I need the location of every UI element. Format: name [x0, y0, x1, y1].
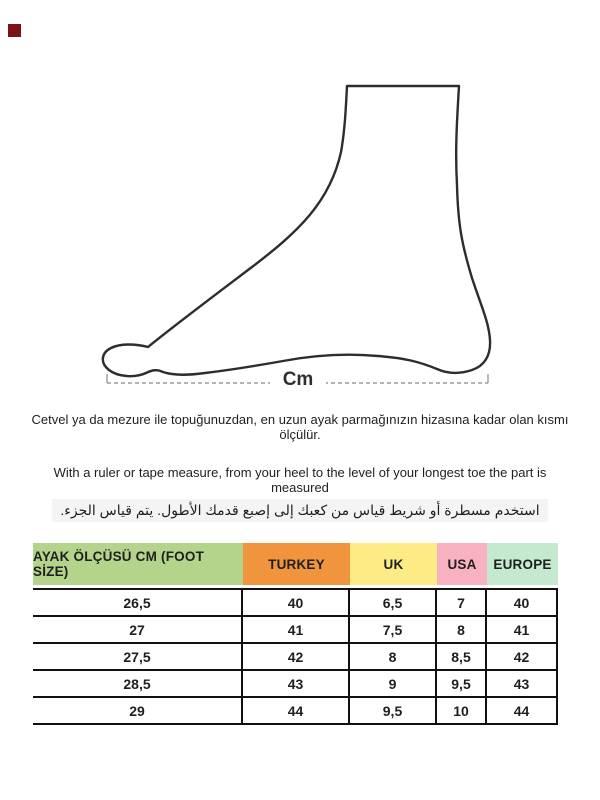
- size-table-cell: 8: [350, 644, 437, 669]
- size-table-header-cell: AYAK ÖLÇÜSÜ CM (FOOT SİZE): [33, 543, 243, 585]
- size-table-cell: 43: [243, 671, 350, 696]
- size-table-row: 27 41 7,5 8 41: [33, 617, 558, 644]
- size-table-cell: 40: [487, 590, 558, 615]
- size-table-cell: 27: [33, 617, 243, 642]
- instruction-english: With a ruler or tape measure, from your …: [53, 465, 547, 495]
- size-table-cell: 27,5: [33, 644, 243, 669]
- size-table-cell: 8: [437, 617, 487, 642]
- size-table-row: 26,5 40 6,5 7 40: [33, 590, 558, 617]
- size-table-header-cell: EUROPE: [487, 543, 558, 585]
- size-table-cell: 7,5: [350, 617, 437, 642]
- size-table-row: 29 44 9,5 10 44: [33, 698, 558, 723]
- size-table-cell: 41: [243, 617, 350, 642]
- instruction-arabic-text: استخدم مسطرة أو شريط قياس من كعبك إلى إص…: [52, 499, 548, 522]
- size-table-cell: 41: [487, 617, 558, 642]
- size-table-cell: 29: [33, 698, 243, 723]
- size-table-cell: 6,5: [350, 590, 437, 615]
- size-table-row: 27,5 42 8 8,5 42: [33, 644, 558, 671]
- foot-outline-path: [101, 84, 492, 378]
- size-table-header-cell: TURKEY: [243, 543, 350, 585]
- size-table-row: 28,5 43 9 9,5 43: [33, 671, 558, 698]
- size-conversion-table: AYAK ÖLÇÜSÜ CM (FOOT SİZE) TURKEY UK USA EUR…: [33, 543, 558, 725]
- size-table-cell: 43: [487, 671, 558, 696]
- instruction-arabic: استخدم مسطرة أو شريط قياس من كعبك إلى إص…: [25, 499, 575, 522]
- size-table-cell: 8,5: [437, 644, 487, 669]
- size-table-cell: 44: [487, 698, 558, 723]
- size-table-cell: 42: [243, 644, 350, 669]
- cm-measurement-label: Cm: [270, 369, 326, 391]
- size-table-cell: 28,5: [33, 671, 243, 696]
- size-table-cell: 42: [487, 644, 558, 669]
- size-table-cell: 44: [243, 698, 350, 723]
- size-table-cell: 7: [437, 590, 487, 615]
- size-table-header-row: AYAK ÖLÇÜSÜ CM (FOOT SİZE) TURKEY UK USA EUR…: [33, 543, 558, 585]
- size-table-cell: 9: [350, 671, 437, 696]
- size-table-cell: 40: [243, 590, 350, 615]
- instruction-turkish: Cetvel ya da mezure ile topuğunuzdan, en…: [31, 412, 569, 442]
- foot-diagram: [101, 84, 492, 384]
- size-table-cell: 9,5: [437, 671, 487, 696]
- size-table-cell: 10: [437, 698, 487, 723]
- size-table-cell: 9,5: [350, 698, 437, 723]
- size-table-body: 26,5 40 6,5 7 40 27 41 7,5 8 41 27,5 42 8 8,5 42 28,5 43…: [33, 588, 558, 725]
- size-table-header-cell: UK: [350, 543, 437, 585]
- size-table-header-cell: USA: [437, 543, 487, 585]
- corner-mark: [8, 24, 21, 37]
- size-table-cell: 26,5: [33, 590, 243, 615]
